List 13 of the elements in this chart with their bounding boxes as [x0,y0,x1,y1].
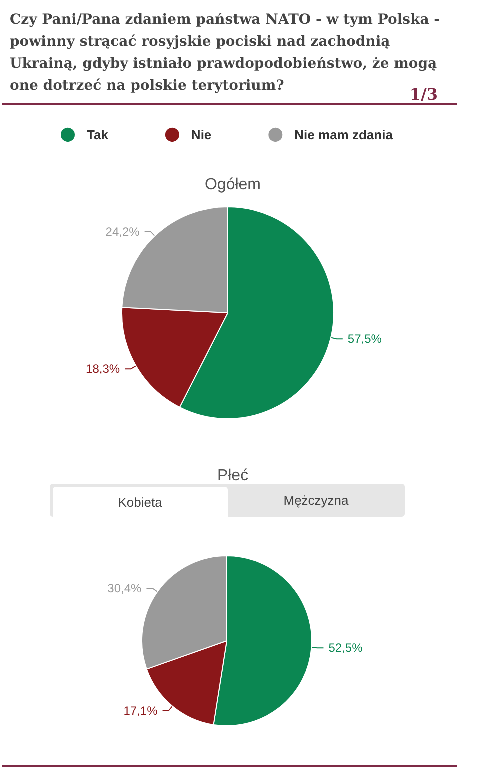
text: Ogółem [204,176,262,194]
tab[interactable]: Mężczyzna [228,484,405,517]
data-label: 57,5% [348,332,382,346]
legend-label: Nie [191,128,212,142]
legend-label: Nie mam zdania [294,128,394,142]
data-label: 24,2% [106,224,140,239]
legend-label: Tak [87,128,110,142]
data-label: 18,3% [86,362,120,376]
tab[interactable]: Kobieta [53,487,228,517]
chart-title: Płeć [217,468,249,484]
data-label: 52,5% [328,641,364,656]
data-label: 30,4% [108,581,142,596]
data-label: 17,1% [124,704,158,718]
